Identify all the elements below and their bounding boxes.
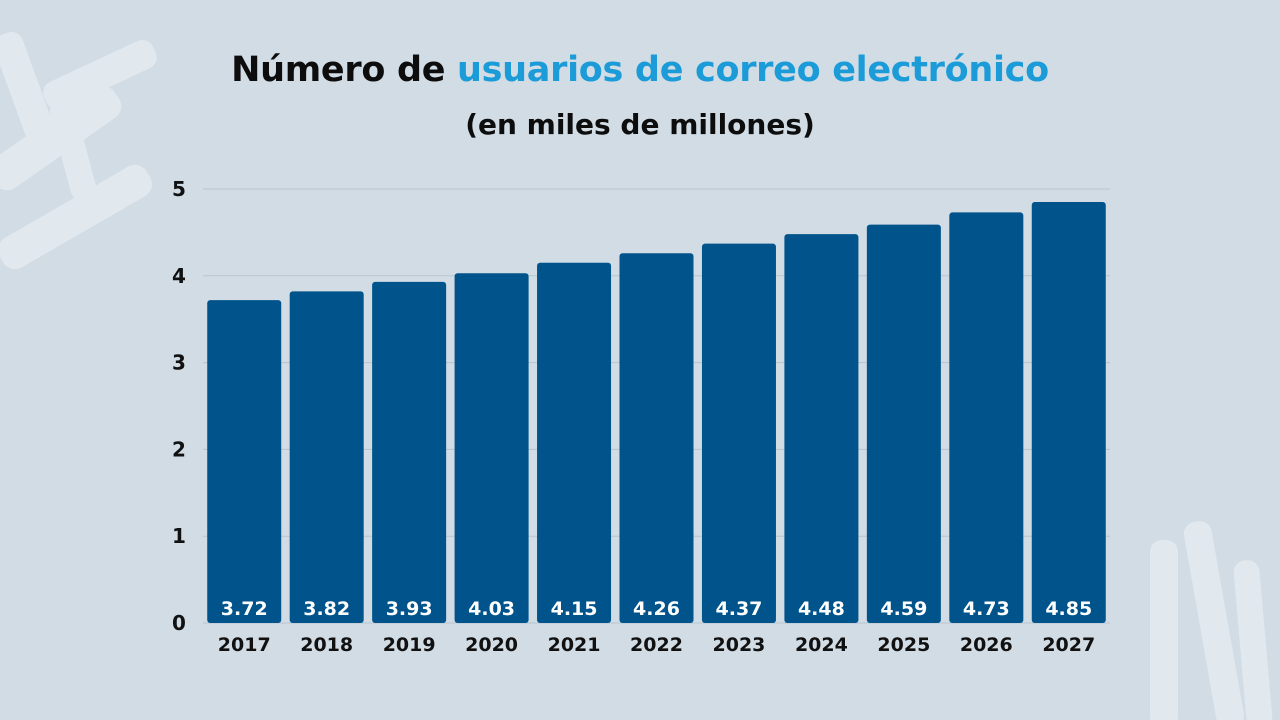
x-tick-label: 2025 [877,634,930,656]
bar-value-label: 4.73 [963,598,1010,620]
x-tick-label: 2020 [465,634,518,656]
bar [537,262,612,623]
bar [1031,202,1106,623]
bar-value-label: 4.03 [468,598,515,620]
x-tick-label: 2024 [795,634,848,656]
bar-value-label: 4.37 [716,598,763,620]
chart-title-highlight: usuarios de correo electrónico [457,50,1049,90]
bar-value-label: 4.85 [1045,598,1092,620]
bar-value-label: 4.26 [633,598,680,620]
chart-title-prefix: Número de [231,50,458,90]
bar [866,224,941,623]
bar [701,243,776,623]
bar [372,281,447,623]
y-tick-label: 4 [172,264,186,288]
y-tick-label: 2 [172,437,186,461]
bar [949,212,1024,623]
chart-title: Número de usuarios de correo electrónico [0,50,1280,90]
bar [454,273,529,623]
bar [289,291,364,623]
chart-subtitle: (en miles de millones) [465,108,815,141]
bar-value-label: 3.72 [221,598,268,620]
x-tick-label: 2023 [713,634,766,656]
y-tick-label: 1 [172,524,186,548]
x-tick-label: 2017 [218,634,271,656]
x-tick-label: 2026 [960,634,1013,656]
bar-value-label: 4.48 [798,598,845,620]
x-tick-label: 2019 [383,634,436,656]
bar-value-label: 4.59 [880,598,927,620]
y-tick-label: 3 [172,351,186,375]
bar-value-label: 4.15 [551,598,598,620]
bar-value-label: 3.93 [386,598,433,620]
x-tick-label: 2027 [1042,634,1095,656]
y-tick-label: 0 [172,611,186,635]
bar [784,234,859,624]
bar [619,253,694,623]
y-tick-label: 5 [172,177,186,201]
x-tick-label: 2021 [548,634,601,656]
x-tick-label: 2018 [300,634,353,656]
bar [207,300,282,623]
bar-value-label: 3.82 [303,598,350,620]
x-tick-label: 2022 [630,634,683,656]
